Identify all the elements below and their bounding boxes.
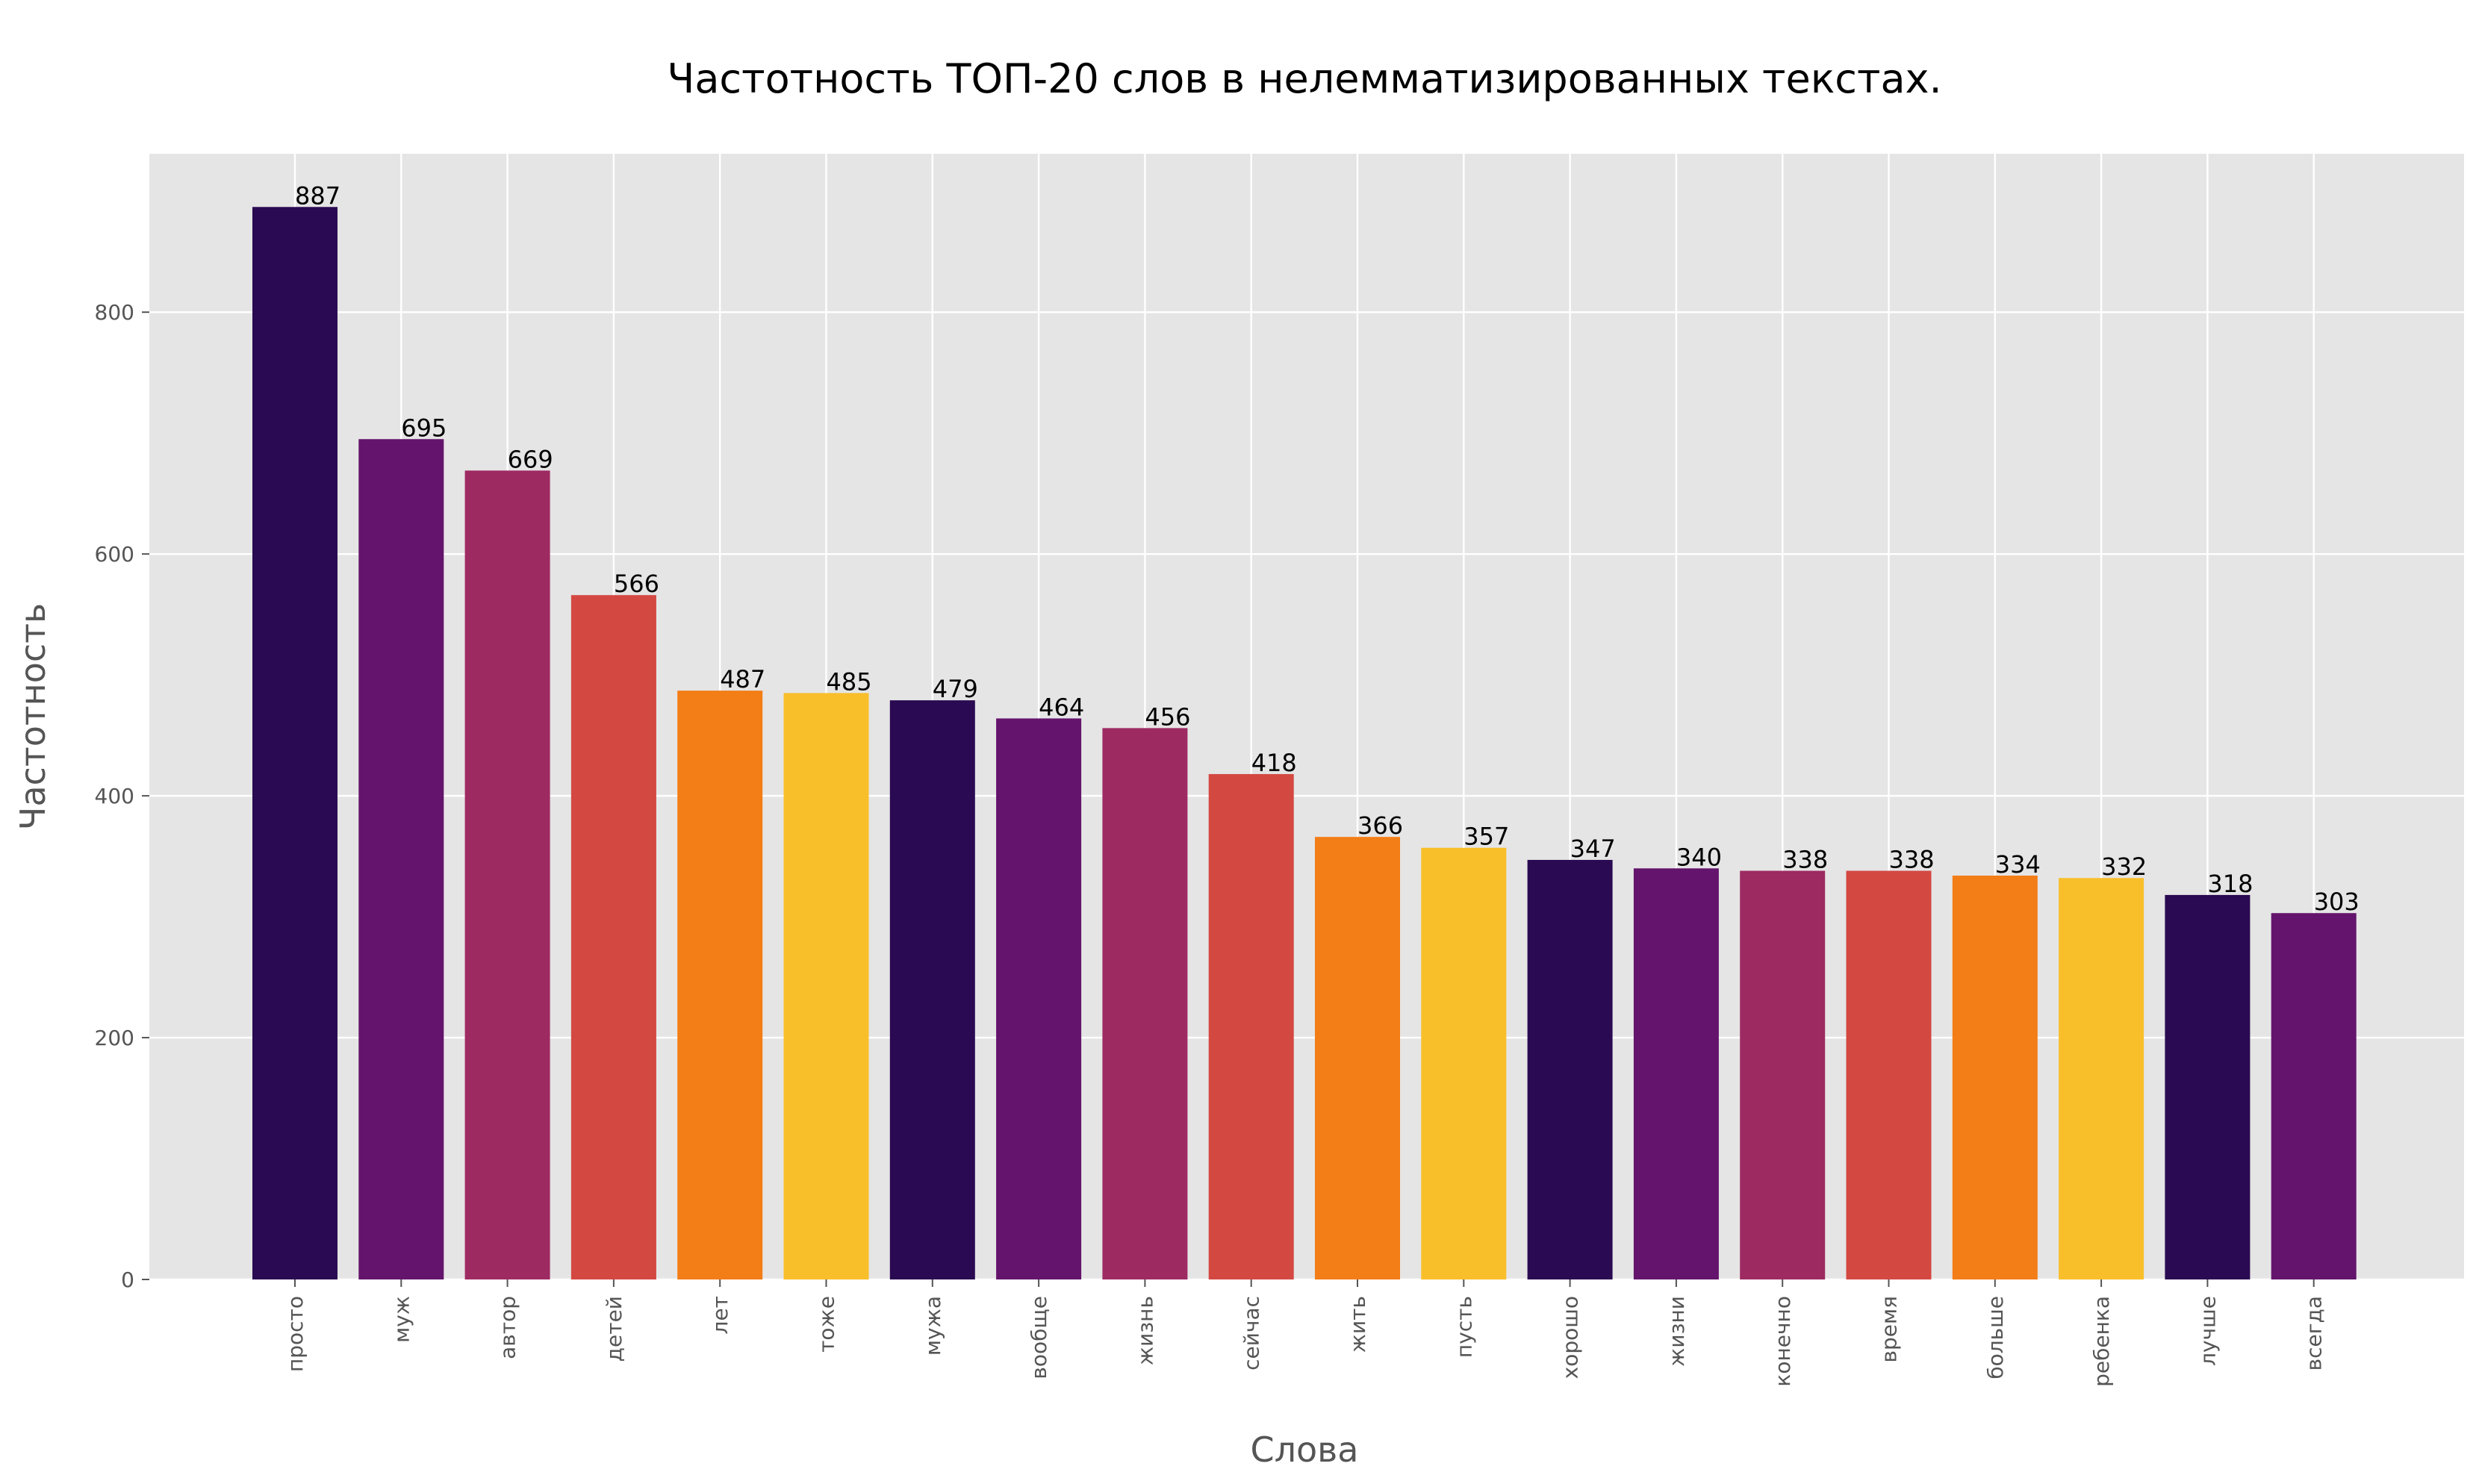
value-label-6: 485 <box>827 667 872 696</box>
bar-11 <box>1315 837 1400 1279</box>
value-label-5: 487 <box>720 665 765 693</box>
bar-7 <box>889 700 975 1279</box>
chart-title: Частотность ТОП-20 слов в нелемматизиров… <box>667 55 1941 102</box>
value-label-10: 418 <box>1251 749 1297 777</box>
value-label-17: 334 <box>1995 850 2041 879</box>
x-tick-label: пусть <box>1452 1296 1476 1358</box>
bar-19 <box>2165 894 2251 1279</box>
bar-15 <box>1740 870 1826 1279</box>
y-tick-label: 200 <box>95 1026 134 1050</box>
x-tick-label: лет <box>708 1296 732 1334</box>
value-label-8: 464 <box>1039 693 1084 721</box>
x-tick-label: сейчас <box>1240 1296 1264 1371</box>
x-tick-label: хорошо <box>1558 1296 1583 1379</box>
x-tick-label: просто <box>283 1296 308 1372</box>
bar-1 <box>252 207 338 1280</box>
x-tick-label: жизни <box>1664 1296 1689 1367</box>
x-tick-label: тоже <box>815 1296 839 1353</box>
value-label-13: 347 <box>1570 835 1616 863</box>
value-label-12: 357 <box>1464 823 1509 851</box>
value-label-20: 303 <box>2314 888 2360 916</box>
bar-8 <box>996 718 1082 1279</box>
bar-4 <box>570 595 656 1279</box>
value-label-15: 338 <box>1782 846 1828 874</box>
x-tick-label: вообще <box>1027 1296 1051 1379</box>
value-label-3: 669 <box>508 445 553 473</box>
value-label-19: 318 <box>2207 870 2253 898</box>
value-label-16: 338 <box>1889 846 1935 874</box>
bar-18 <box>2059 878 2144 1279</box>
bar-14 <box>1633 868 1719 1279</box>
bar-16 <box>1846 870 1932 1279</box>
value-label-7: 479 <box>933 675 978 703</box>
y-axis-label: Частотность <box>13 603 53 830</box>
bar-20 <box>2271 913 2357 1279</box>
value-label-9: 456 <box>1145 702 1190 731</box>
x-tick-label: ребенка <box>2089 1296 2114 1387</box>
x-tick-label: жизнь <box>1133 1296 1157 1365</box>
bars <box>252 207 2357 1280</box>
x-tick-label: конечно <box>1770 1296 1795 1387</box>
x-tick-label: жить <box>1346 1296 1370 1353</box>
bar-17 <box>1952 875 2038 1279</box>
y-tick-label: 800 <box>95 300 134 325</box>
x-axis-ticks: просто муж автор детей лет тоже мужа вообще жизн… <box>283 1279 2327 1387</box>
bar-10 <box>1208 773 1294 1279</box>
y-tick-label: 400 <box>95 784 134 808</box>
bar-5 <box>677 690 763 1279</box>
bar-9 <box>1102 728 1188 1279</box>
value-label-2: 695 <box>401 414 447 442</box>
bar-6 <box>783 693 869 1279</box>
bar-3 <box>464 470 550 1279</box>
value-label-18: 332 <box>2101 852 2147 881</box>
value-labels: 887 695 669 566 487 485 479 464 456 418 366 357 347 3… <box>295 181 2360 916</box>
x-tick-label: детей <box>602 1296 626 1362</box>
y-tick-label: 600 <box>95 542 134 567</box>
x-tick-label: больше <box>1983 1296 2008 1379</box>
bar-12 <box>1421 847 1507 1279</box>
bar-13 <box>1527 859 1613 1279</box>
value-label-1: 887 <box>295 181 340 210</box>
value-label-14: 340 <box>1676 843 1722 871</box>
x-tick-label: лучше <box>2195 1296 2220 1366</box>
x-tick-label: время <box>1877 1296 1902 1362</box>
x-tick-label: мужа <box>921 1296 945 1356</box>
x-axis-label: Слова <box>1251 1430 1359 1470</box>
x-tick-label: автор <box>496 1296 520 1359</box>
x-tick-label: всегда <box>2302 1296 2327 1371</box>
x-tick-label: муж <box>389 1296 414 1343</box>
bar-2 <box>358 439 444 1280</box>
value-label-11: 366 <box>1357 811 1403 840</box>
y-tick-label: 0 <box>121 1268 134 1292</box>
value-label-4: 566 <box>614 570 659 598</box>
y-axis-ticks: 0 200 400 600 800 <box>95 300 149 1292</box>
